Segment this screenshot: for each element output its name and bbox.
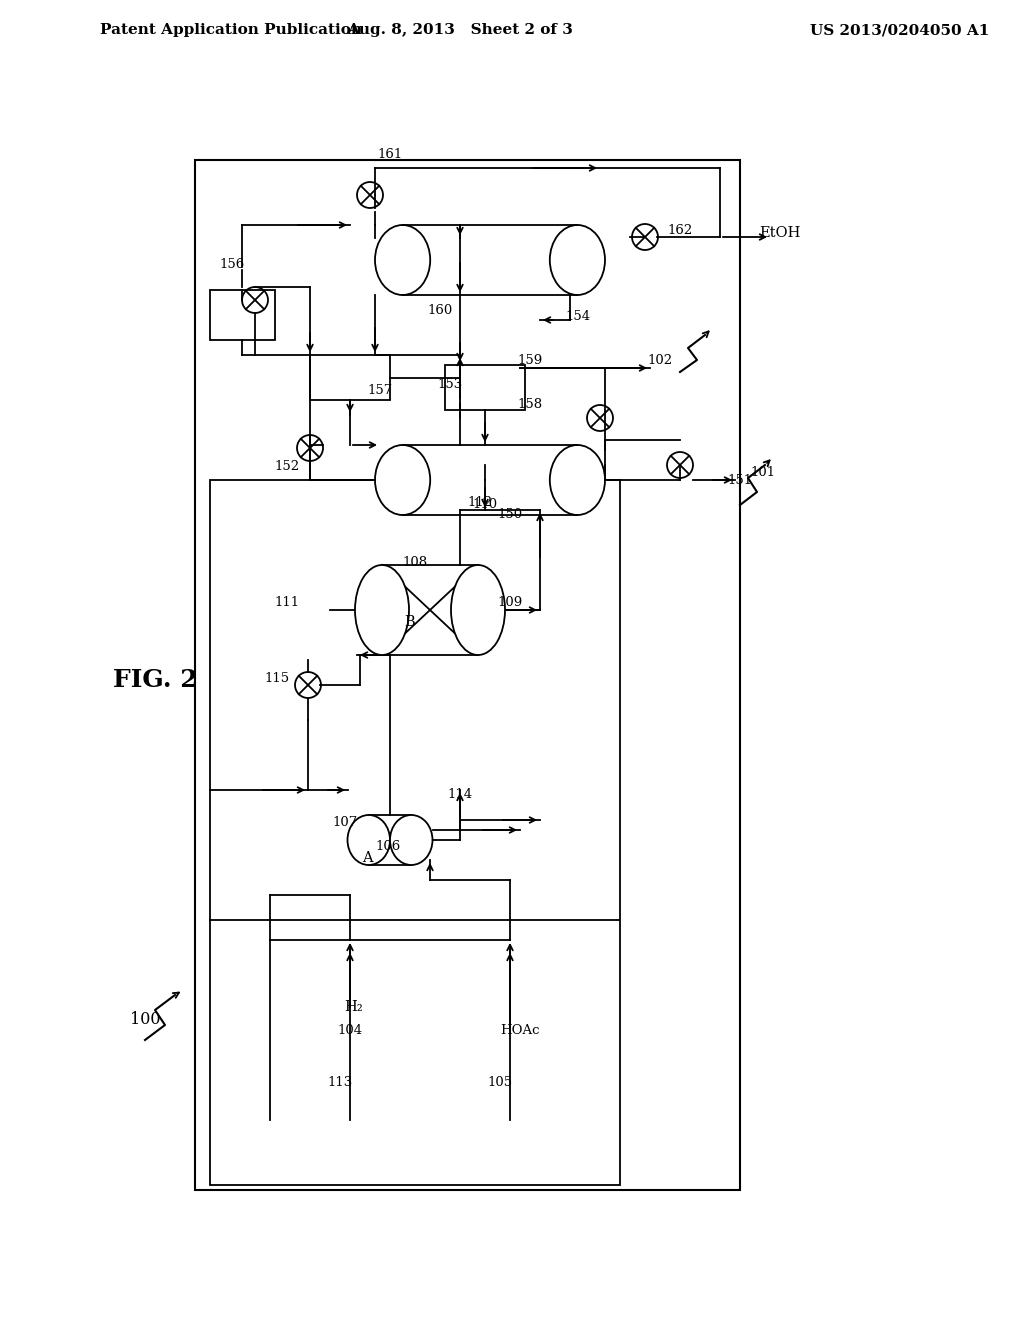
Text: FIG. 2: FIG. 2 xyxy=(113,668,198,692)
Text: 101: 101 xyxy=(750,466,775,479)
FancyBboxPatch shape xyxy=(210,480,620,1185)
Text: 113: 113 xyxy=(328,1077,352,1089)
Text: 109: 109 xyxy=(498,595,522,609)
Bar xyxy=(382,565,478,655)
Text: B: B xyxy=(404,615,415,630)
FancyBboxPatch shape xyxy=(195,160,740,1191)
Ellipse shape xyxy=(451,565,505,655)
Text: EtOH: EtOH xyxy=(760,226,801,240)
Text: 105: 105 xyxy=(487,1077,513,1089)
Text: 104: 104 xyxy=(338,1023,362,1036)
Text: 111: 111 xyxy=(274,595,300,609)
Text: 159: 159 xyxy=(517,354,543,367)
Text: 114: 114 xyxy=(447,788,472,801)
Text: A: A xyxy=(362,851,373,865)
Text: 150: 150 xyxy=(498,508,522,521)
Text: H₂: H₂ xyxy=(345,1001,364,1014)
Ellipse shape xyxy=(347,814,390,865)
Bar xyxy=(369,814,412,865)
Text: 102: 102 xyxy=(647,354,673,367)
Text: 112: 112 xyxy=(467,496,493,510)
Text: 157: 157 xyxy=(368,384,392,396)
Text: 156: 156 xyxy=(220,259,245,272)
Ellipse shape xyxy=(355,565,409,655)
Text: US 2013/0204050 A1: US 2013/0204050 A1 xyxy=(810,22,989,37)
Text: 108: 108 xyxy=(402,557,428,569)
Text: 107: 107 xyxy=(333,817,357,829)
FancyBboxPatch shape xyxy=(445,366,525,411)
Text: 151: 151 xyxy=(727,474,753,487)
Ellipse shape xyxy=(390,814,432,865)
FancyBboxPatch shape xyxy=(310,355,390,400)
Ellipse shape xyxy=(375,224,430,294)
Text: 152: 152 xyxy=(274,461,300,474)
Text: 162: 162 xyxy=(668,223,692,236)
Text: 161: 161 xyxy=(378,149,402,161)
Text: 160: 160 xyxy=(428,304,453,317)
FancyBboxPatch shape xyxy=(210,290,275,341)
Text: Aug. 8, 2013   Sheet 2 of 3: Aug. 8, 2013 Sheet 2 of 3 xyxy=(347,22,573,37)
Text: 100: 100 xyxy=(130,1011,160,1028)
Text: 153: 153 xyxy=(437,379,463,392)
Ellipse shape xyxy=(375,445,430,515)
Text: 110: 110 xyxy=(472,499,497,511)
Text: 154: 154 xyxy=(565,310,591,323)
Text: 158: 158 xyxy=(517,399,543,412)
Text: HOAc: HOAc xyxy=(501,1023,540,1036)
Bar xyxy=(402,224,578,294)
Ellipse shape xyxy=(550,224,605,294)
Text: Patent Application Publication: Patent Application Publication xyxy=(100,22,362,37)
Text: 115: 115 xyxy=(265,672,290,685)
Ellipse shape xyxy=(550,445,605,515)
Bar xyxy=(402,445,578,515)
Text: 106: 106 xyxy=(376,841,400,854)
